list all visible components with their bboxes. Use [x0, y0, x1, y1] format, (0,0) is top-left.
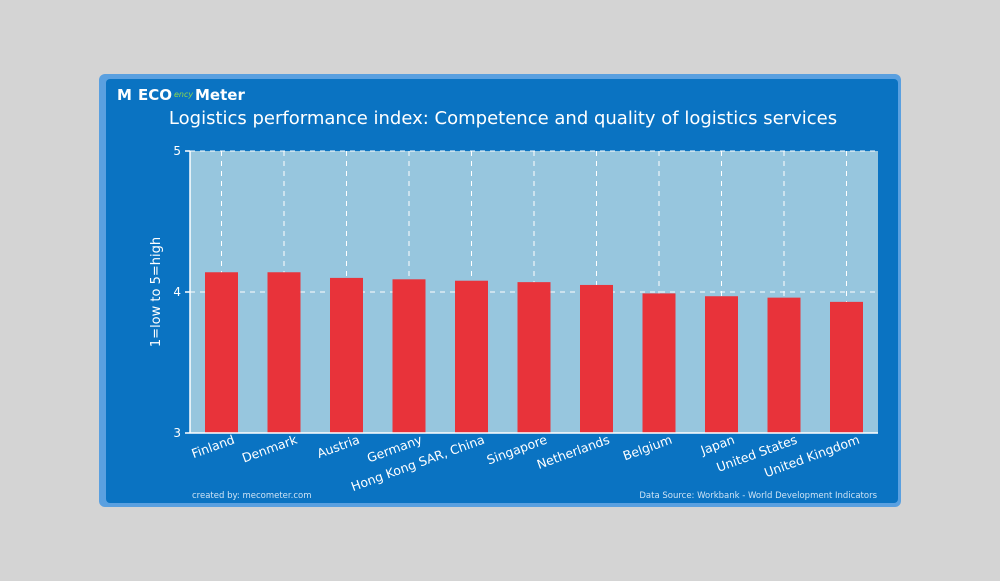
y-tick-label: 5 — [173, 144, 181, 158]
logo-eco: ECO — [138, 86, 172, 104]
bar-belgium — [642, 293, 676, 433]
bar-netherlands — [580, 284, 613, 433]
x-tick-label: Austria — [315, 432, 362, 461]
x-tick-label: Denmark — [240, 431, 300, 465]
y-axis-label: 1=low to 5=high — [149, 237, 164, 347]
bar-japan — [705, 296, 738, 433]
bar-hong-kong-sar-china — [455, 280, 488, 433]
bar-united-kingdom — [830, 301, 863, 433]
y-tick-label: 3 — [173, 426, 181, 440]
logo: M ECO ency Meter — [117, 86, 245, 104]
logo-meter: Meter — [195, 86, 245, 104]
x-tick-label: Finland — [189, 432, 236, 461]
bar-austria — [330, 277, 363, 433]
footer-source: Data Source: Workbank - World Developmen… — [639, 491, 877, 501]
axis-layer — [185, 150, 878, 434]
bar-finland — [205, 272, 238, 433]
footer-created-by: created by: mecometer.com — [192, 491, 311, 501]
y-tick-label: 4 — [173, 285, 181, 299]
bar-layer — [205, 272, 863, 433]
logo-script: ency — [174, 90, 193, 99]
bar-united-states — [767, 297, 801, 433]
bar-germany — [392, 279, 426, 433]
bar-denmark — [267, 272, 301, 433]
chart-title: Logistics performance index: Competence … — [169, 108, 837, 129]
x-tick-label: Belgium — [621, 432, 674, 464]
bar-singapore — [517, 282, 551, 433]
logo-m: M — [117, 86, 132, 104]
x-tick-label: Netherlands — [535, 432, 612, 472]
